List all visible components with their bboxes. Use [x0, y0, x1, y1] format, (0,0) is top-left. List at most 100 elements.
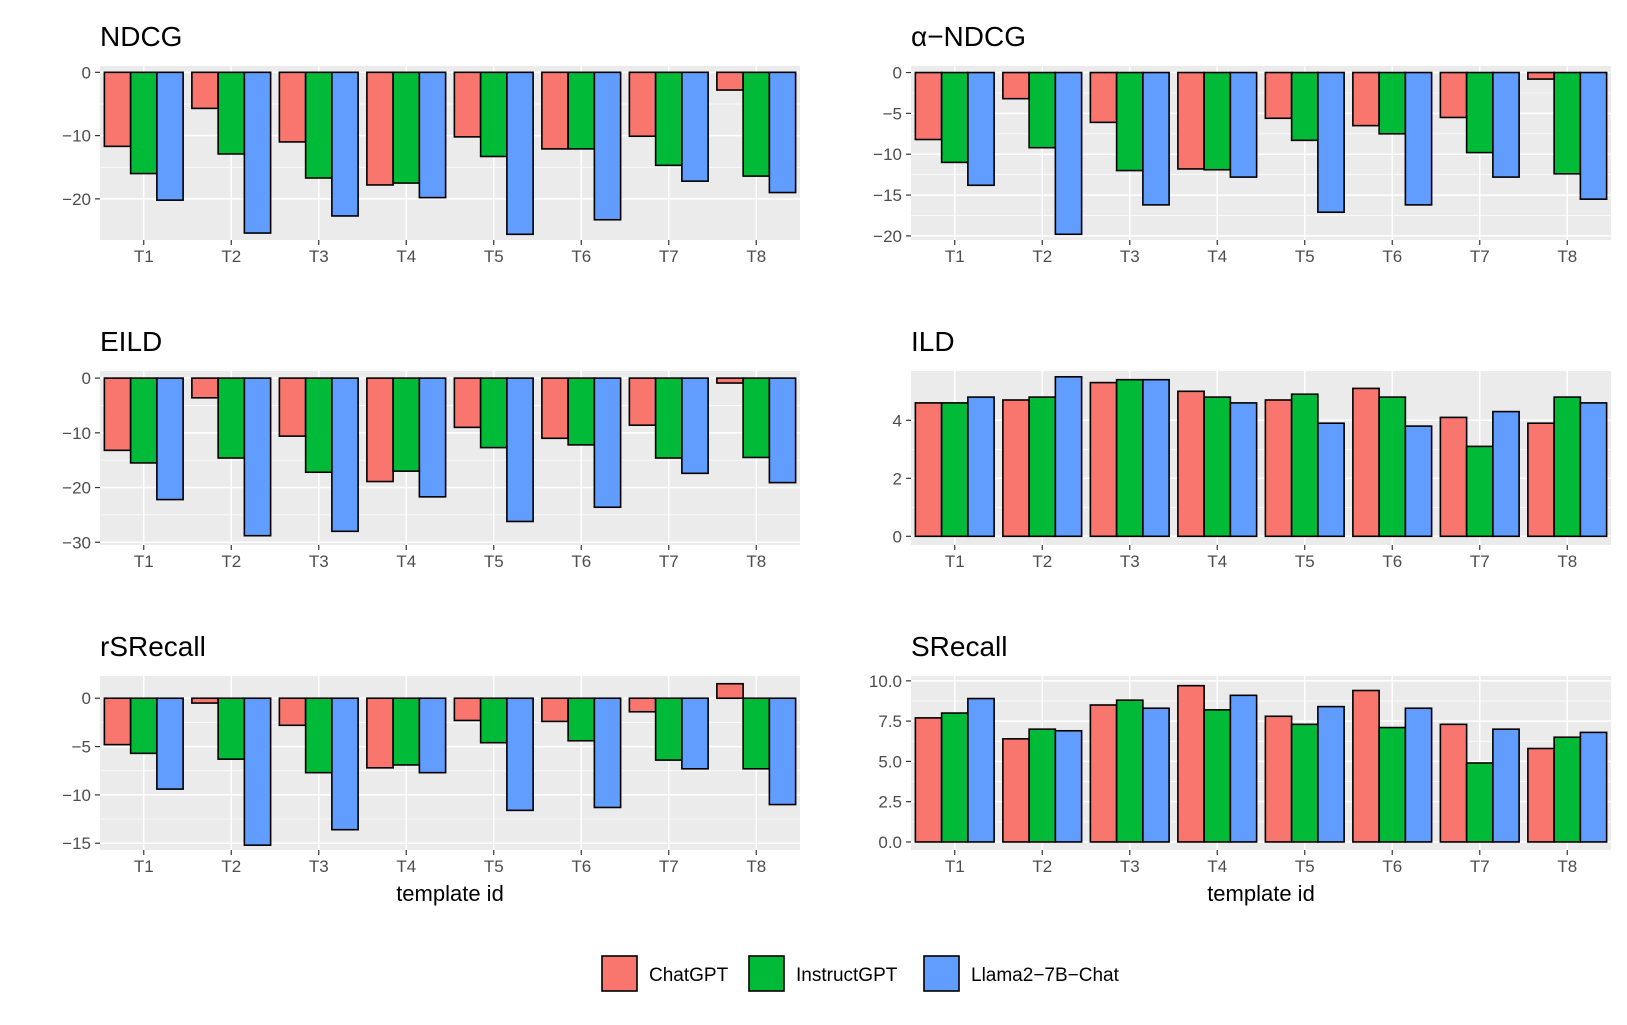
x-tick-label-t5: T5 [484, 552, 504, 571]
x-tick-label-t3: T3 [309, 857, 329, 876]
x-tick-label-t1: T1 [945, 857, 965, 876]
bar-instructgpt-t3 [304, 377, 333, 474]
legend-entry-instructgpt: InstructGPT [748, 955, 898, 992]
bar-chatgpt-t2 [1002, 71, 1030, 100]
bar-llama2-7b-chat-t2 [243, 71, 272, 234]
x-tick-label-t1: T1 [134, 247, 154, 266]
x-tick-label-t3: T3 [1120, 247, 1140, 266]
bar-instructgpt-t8 [1553, 71, 1582, 175]
bar-llama2-7b-chat-t3 [331, 697, 359, 831]
bar-chatgpt-t4 [366, 697, 394, 769]
bar-llama2-7b-chat-t6 [593, 697, 622, 809]
bar-llama2-7b-chat-t1 [967, 71, 995, 187]
x-tick-label-t8: T8 [746, 247, 766, 266]
y-tick-label: −10 [62, 127, 91, 146]
x-tick-label-t5: T5 [1295, 857, 1315, 876]
bar-instructgpt-t7 [654, 71, 683, 167]
bar-instructgpt-t5 [479, 377, 508, 449]
panel-ndcg: 0 −10 −20 T1 T2 T3 T4 T5 T6 T7 T8 NDCG [62, 21, 800, 266]
bar-llama2-7b-chat-t5 [1317, 705, 1345, 843]
bar-chatgpt-t7 [1439, 71, 1468, 119]
legend-label: Llama2−7B−Chat [971, 965, 1120, 986]
bar-instructgpt-t8 [1553, 396, 1582, 538]
y-tick-label: −15 [873, 186, 902, 205]
bar-llama2-7b-chat-t5 [1317, 422, 1345, 538]
x-tick-label-t2: T2 [221, 552, 241, 571]
bar-chatgpt-t8 [1527, 747, 1555, 843]
bar-chatgpt-t4 [1177, 390, 1205, 538]
x-tick-label-t2: T2 [1032, 552, 1052, 571]
y-tick-label: 0 [82, 369, 91, 388]
bar-llama2-7b-chat-t6 [593, 71, 622, 221]
panel-title: rSRecall [100, 631, 206, 662]
legend: ChatGPT InstructGPT Llama2−7B−Chat [601, 955, 1120, 992]
bar-chatgpt-t6 [1352, 71, 1380, 127]
bar-chatgpt-t2 [191, 71, 219, 110]
bar-chatgpt-t3 [278, 377, 307, 437]
x-tick-label-t8: T8 [1557, 857, 1577, 876]
x-tick-label-t4: T4 [396, 857, 416, 876]
y-tick-label: 4 [893, 411, 902, 430]
bar-chatgpt-t8 [716, 377, 744, 384]
legend-swatch [923, 955, 960, 992]
x-tick-label-t8: T8 [746, 857, 766, 876]
bar-instructgpt-t2 [1028, 71, 1057, 149]
bar-llama2-7b-chat-t4 [1229, 694, 1258, 843]
legend-swatch [601, 955, 638, 992]
bar-instructgpt-t1 [129, 71, 158, 175]
x-tick-label-t3: T3 [1120, 552, 1140, 571]
y-tick-label: 5.0 [878, 752, 902, 771]
bar-llama2-7b-chat-t3 [1142, 707, 1170, 843]
bar-instructgpt-t2 [217, 71, 246, 155]
bar-instructgpt-t6 [567, 377, 596, 446]
bar-instructgpt-t5 [1290, 71, 1319, 142]
bar-instructgpt-t4 [392, 697, 421, 766]
bar-chatgpt-t3 [1089, 704, 1118, 843]
x-tick-label-t6: T6 [571, 552, 591, 571]
x-tick-label-t7: T7 [1470, 552, 1490, 571]
x-tick-label-t5: T5 [484, 857, 504, 876]
bar-instructgpt-t3 [1115, 71, 1144, 172]
x-tick-label-t3: T3 [1120, 857, 1140, 876]
bar-llama2-7b-chat-t1 [156, 377, 184, 501]
bar-instructgpt-t1 [940, 402, 969, 538]
bar-chatgpt-t8 [1527, 422, 1555, 538]
x-tick-label-t2: T2 [1032, 857, 1052, 876]
x-tick-label-t5: T5 [1295, 247, 1315, 266]
bar-instructgpt-t8 [742, 697, 771, 770]
y-tick-label: 0 [82, 689, 91, 708]
bar-chatgpt-t7 [628, 71, 657, 138]
bar-chatgpt-t2 [1002, 738, 1030, 843]
bar-instructgpt-t7 [1465, 445, 1494, 538]
bar-chatgpt-t3 [278, 697, 307, 727]
y-tick-label: −20 [62, 190, 91, 209]
x-tick-label-t6: T6 [571, 857, 591, 876]
x-tick-label-t6: T6 [1382, 857, 1402, 876]
bar-chatgpt-t1 [914, 71, 943, 141]
bar-llama2-7b-chat-t4 [418, 71, 447, 199]
bar-instructgpt-t7 [654, 697, 683, 761]
bar-instructgpt-t3 [1115, 378, 1144, 538]
bar-llama2-7b-chat-t3 [331, 377, 359, 533]
y-tick-label: −5 [72, 738, 91, 757]
bar-chatgpt-t2 [191, 377, 219, 399]
bar-llama2-7b-chat-t8 [768, 697, 797, 806]
bar-llama2-7b-chat-t2 [243, 697, 272, 846]
y-tick-label: −15 [62, 834, 91, 853]
x-tick-label-t8: T8 [746, 552, 766, 571]
bar-instructgpt-t2 [1028, 396, 1057, 538]
x-tick-label-t7: T7 [1470, 857, 1490, 876]
bar-instructgpt-t6 [1378, 71, 1407, 135]
bar-llama2-7b-chat-t3 [331, 71, 359, 217]
bar-instructgpt-t5 [479, 697, 508, 744]
bar-instructgpt-t6 [567, 697, 596, 742]
y-tick-label: 10.0 [869, 672, 902, 691]
bar-chatgpt-t8 [716, 682, 744, 700]
x-tick-label-t1: T1 [945, 247, 965, 266]
y-tick-label: −30 [62, 533, 91, 552]
bar-chatgpt-t1 [103, 697, 132, 746]
bar-chatgpt-t1 [914, 402, 943, 538]
bar-chatgpt-t3 [1089, 71, 1118, 124]
bar-chatgpt-t1 [103, 377, 132, 452]
y-tick-label: −10 [62, 424, 91, 443]
